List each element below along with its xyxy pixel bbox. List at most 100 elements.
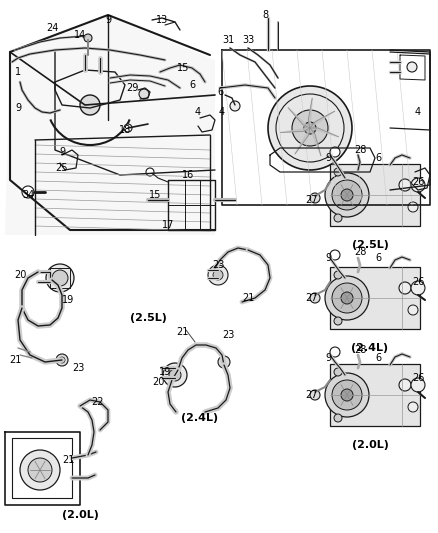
Text: 34: 34 <box>22 190 34 200</box>
Text: 15: 15 <box>177 63 189 73</box>
Circle shape <box>22 186 34 198</box>
Circle shape <box>84 34 92 42</box>
Circle shape <box>139 89 148 99</box>
Circle shape <box>309 293 319 303</box>
Circle shape <box>230 101 240 111</box>
Text: 6: 6 <box>188 80 194 90</box>
Circle shape <box>124 124 132 132</box>
Circle shape <box>52 270 68 286</box>
Circle shape <box>398 179 410 191</box>
Text: 21: 21 <box>241 293 254 303</box>
Text: 26: 26 <box>411 177 423 187</box>
Text: 29: 29 <box>126 83 138 93</box>
Circle shape <box>46 264 74 292</box>
Circle shape <box>329 147 339 157</box>
Text: 4: 4 <box>194 107 201 117</box>
Circle shape <box>146 168 154 176</box>
Circle shape <box>267 86 351 170</box>
Text: 33: 33 <box>241 35 254 45</box>
Circle shape <box>340 292 352 304</box>
Circle shape <box>333 271 341 279</box>
Text: 17: 17 <box>162 220 174 230</box>
Circle shape <box>324 276 368 320</box>
Polygon shape <box>307 98 311 128</box>
Circle shape <box>340 189 352 201</box>
Text: 9: 9 <box>324 253 330 263</box>
Circle shape <box>333 368 341 376</box>
Text: 26: 26 <box>411 277 423 287</box>
Circle shape <box>20 450 60 490</box>
Polygon shape <box>309 128 338 137</box>
Text: 1: 1 <box>15 67 21 77</box>
Circle shape <box>333 168 341 176</box>
Circle shape <box>162 363 187 387</box>
Circle shape <box>329 250 339 260</box>
Text: 9: 9 <box>59 147 65 157</box>
Circle shape <box>406 62 416 72</box>
Circle shape <box>28 458 52 482</box>
Text: (2.0L): (2.0L) <box>61 510 98 520</box>
Circle shape <box>407 305 417 315</box>
Polygon shape <box>329 364 419 426</box>
Text: 4: 4 <box>414 107 420 117</box>
Polygon shape <box>294 128 309 154</box>
Polygon shape <box>329 164 419 226</box>
Circle shape <box>333 317 341 325</box>
Circle shape <box>169 369 180 381</box>
Circle shape <box>331 180 361 210</box>
Circle shape <box>324 173 368 217</box>
Text: 24: 24 <box>46 23 58 33</box>
Circle shape <box>410 281 424 295</box>
Text: 9: 9 <box>324 153 330 163</box>
Polygon shape <box>329 267 419 329</box>
Text: 18: 18 <box>119 125 131 135</box>
Text: 20: 20 <box>152 377 164 387</box>
Text: 31: 31 <box>221 35 233 45</box>
Polygon shape <box>309 128 320 156</box>
Text: 6: 6 <box>374 253 380 263</box>
Text: (2.4L): (2.4L) <box>181 413 218 423</box>
Text: 14: 14 <box>74 30 86 40</box>
Text: 27: 27 <box>305 293 318 303</box>
Polygon shape <box>5 15 215 235</box>
Text: 20: 20 <box>14 270 26 280</box>
Circle shape <box>80 95 100 115</box>
Text: 6: 6 <box>216 87 223 97</box>
Text: 27: 27 <box>305 195 318 205</box>
Text: 9: 9 <box>15 103 21 113</box>
Text: 21: 21 <box>9 355 21 365</box>
Circle shape <box>410 378 424 392</box>
Text: 23: 23 <box>211 260 224 270</box>
Text: 23: 23 <box>72 363 84 373</box>
Text: (2.4L): (2.4L) <box>351 343 388 353</box>
Text: 27: 27 <box>305 390 318 400</box>
Polygon shape <box>287 108 309 128</box>
Text: (2.5L): (2.5L) <box>351 240 388 250</box>
Text: 25: 25 <box>56 163 68 173</box>
Text: 8: 8 <box>261 10 268 20</box>
Text: 28: 28 <box>353 247 365 257</box>
Text: 9: 9 <box>324 353 330 363</box>
Circle shape <box>329 347 339 357</box>
Text: 21: 21 <box>175 327 188 337</box>
Circle shape <box>398 379 410 391</box>
Text: 13: 13 <box>155 15 168 25</box>
Circle shape <box>333 414 341 422</box>
Polygon shape <box>309 111 334 128</box>
Circle shape <box>331 283 361 313</box>
Circle shape <box>410 178 424 192</box>
Circle shape <box>309 390 319 400</box>
Text: 23: 23 <box>221 330 233 340</box>
Circle shape <box>218 356 230 368</box>
Text: 6: 6 <box>374 153 380 163</box>
Text: 21: 21 <box>62 455 74 465</box>
Text: 19: 19 <box>62 295 74 305</box>
Circle shape <box>309 193 319 203</box>
Circle shape <box>398 282 410 294</box>
Circle shape <box>59 357 65 363</box>
Text: (2.0L): (2.0L) <box>351 440 388 450</box>
Circle shape <box>407 402 417 412</box>
Circle shape <box>208 265 227 285</box>
Text: 4: 4 <box>219 107 225 117</box>
Circle shape <box>324 373 368 417</box>
